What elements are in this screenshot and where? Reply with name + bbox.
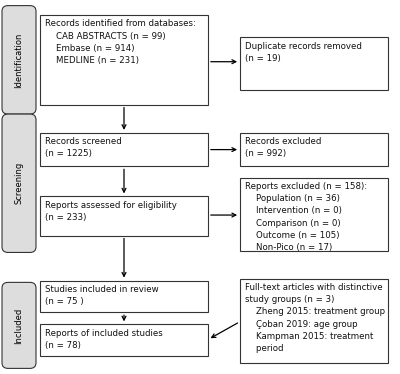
Bar xyxy=(240,178,388,251)
Text: Included: Included xyxy=(14,307,24,343)
Text: Reports of included studies
(n = 78): Reports of included studies (n = 78) xyxy=(45,329,162,350)
Text: Identification: Identification xyxy=(14,32,24,88)
Text: Records screened
(n = 1225): Records screened (n = 1225) xyxy=(45,137,122,159)
Text: Duplicate records removed
(n = 19): Duplicate records removed (n = 19) xyxy=(245,42,362,63)
Text: Studies included in review
(n = 75 ): Studies included in review (n = 75 ) xyxy=(45,285,158,306)
Bar xyxy=(40,324,208,356)
Bar xyxy=(240,37,388,90)
Text: Records excluded
(n = 992): Records excluded (n = 992) xyxy=(245,137,321,159)
FancyBboxPatch shape xyxy=(2,114,36,252)
Text: Reports excluded (n = 158):
    Population (n = 36)
    Intervention (n = 0)
   : Reports excluded (n = 158): Population (… xyxy=(245,182,367,252)
Bar xyxy=(40,196,208,236)
Bar xyxy=(240,133,388,166)
Bar xyxy=(240,279,388,363)
FancyBboxPatch shape xyxy=(2,6,36,114)
Text: Screening: Screening xyxy=(14,162,24,204)
Text: Reports assessed for eligibility
(n = 233): Reports assessed for eligibility (n = 23… xyxy=(45,201,177,222)
Text: Records identified from databases:
    CAB ABSTRACTS (n = 99)
    Embase (n = 91: Records identified from databases: CAB A… xyxy=(45,19,196,65)
Text: Full-text articles with distinctive
study groups (n = 3)
    Zheng 2015: treatme: Full-text articles with distinctive stud… xyxy=(245,283,385,353)
Bar xyxy=(40,133,208,166)
Bar xyxy=(40,15,208,105)
Bar xyxy=(40,280,208,312)
FancyBboxPatch shape xyxy=(2,282,36,368)
